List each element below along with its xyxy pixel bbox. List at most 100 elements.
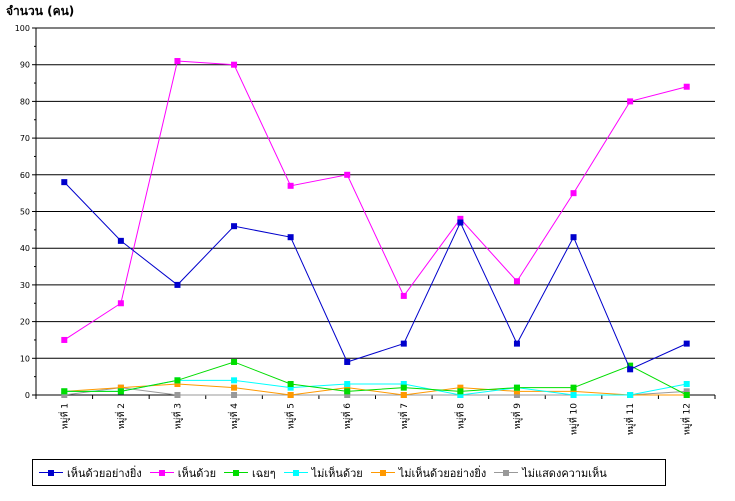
- legend-swatch: [39, 468, 63, 478]
- legend-swatch: [494, 468, 519, 478]
- x-tick-label: หมู่ที่ 6: [340, 403, 353, 430]
- x-tick-label: หมู่ที่ 10: [567, 403, 580, 435]
- data-point: [231, 392, 238, 398]
- y-tick-label: 80: [20, 97, 30, 106]
- legend-item: เห็นด้วย: [149, 464, 217, 482]
- data-point: [570, 392, 577, 398]
- x-tick-label: หมู่ที่ 9: [510, 403, 523, 430]
- legend-item: ไม่เห็นด้วยอย่างยิ่ง: [370, 464, 487, 482]
- series-line: [64, 383, 687, 396]
- data-point: [231, 61, 238, 68]
- data-point: [117, 384, 124, 391]
- data-point: [627, 362, 634, 369]
- legend-label: เฉยๆ: [252, 466, 276, 480]
- data-point: [400, 380, 407, 387]
- data-point: [570, 234, 577, 241]
- x-tick-label: หมู่ที่ 8: [453, 403, 466, 430]
- legend-swatch: [224, 468, 249, 478]
- x-tick-label: หมู่ที่ 11: [623, 403, 636, 435]
- data-point: [287, 234, 294, 241]
- data-point: [344, 392, 351, 398]
- data-point: [174, 380, 181, 387]
- data-point: [627, 392, 634, 398]
- y-tick-label: 90: [20, 61, 30, 70]
- data-point: [117, 388, 124, 395]
- x-tick-label: หมู่ที่ 7: [397, 403, 410, 429]
- data-point: [231, 223, 238, 230]
- y-tick-label: 0: [25, 391, 30, 400]
- data-point: [61, 388, 68, 395]
- data-point: [513, 384, 520, 391]
- data-point: [231, 377, 238, 384]
- x-tick-label: หมู่ที่ 5: [284, 403, 297, 429]
- data-point: [231, 384, 238, 391]
- legend-label: ไม่เห็นด้วยอย่างยิ่ง: [398, 466, 487, 480]
- data-point: [457, 215, 464, 222]
- data-point: [683, 380, 690, 387]
- data-point: [344, 384, 351, 391]
- y-tick-label: 50: [20, 208, 30, 217]
- series-line: [64, 361, 687, 396]
- data-point: [457, 219, 464, 226]
- data-point: [683, 388, 690, 395]
- y-axis-label: จำนวน (คน): [6, 4, 75, 18]
- chart-legend: เห็นด้วยอย่างยิ่ง เห็นด้วย เฉยๆ ไม่เห็นด้วย…: [32, 459, 666, 486]
- data-point: [344, 171, 351, 178]
- legend-label: ไม่เห็นด้วย: [311, 466, 363, 480]
- data-point: [344, 388, 351, 395]
- data-point: [287, 182, 294, 189]
- data-point: [683, 392, 690, 398]
- data-point: [400, 384, 407, 391]
- data-point: [570, 388, 577, 395]
- x-tick-label: หมู่ที่ 4: [227, 403, 240, 430]
- series-line: [64, 60, 687, 341]
- legend-swatch: [149, 468, 174, 478]
- legend-item: เห็นด้วยอย่างยิ่ง: [39, 464, 142, 482]
- x-tick-label: หมู่ที่ 2: [114, 403, 127, 429]
- data-point: [117, 237, 124, 244]
- data-point: [287, 380, 294, 387]
- data-point: [287, 384, 294, 391]
- data-point: [513, 388, 520, 395]
- data-point: [174, 392, 181, 398]
- data-point: [513, 392, 520, 398]
- data-point: [400, 392, 407, 398]
- data-point: [457, 392, 464, 398]
- y-tick-label: 10: [20, 354, 30, 363]
- data-point: [231, 358, 238, 365]
- x-tick-label: หมู่ที่ 3: [170, 403, 183, 429]
- data-point: [627, 98, 634, 105]
- data-point: [570, 190, 577, 197]
- y-tick-label: 70: [20, 134, 30, 143]
- data-point: [570, 384, 577, 391]
- data-point: [513, 340, 520, 347]
- legend-item: ไม่แสดงความเห็น: [494, 464, 607, 482]
- y-tick-label: 100: [15, 24, 30, 33]
- legend-label: เห็นด้วยอย่างยิ่ง: [67, 466, 142, 480]
- data-point: [344, 358, 351, 365]
- data-point: [61, 179, 68, 186]
- data-point: [627, 366, 634, 373]
- legend-label: ไม่แสดงความเห็น: [522, 466, 607, 480]
- y-tick-label: 30: [20, 281, 30, 290]
- legend-swatch: [370, 468, 395, 478]
- legend-item: ไม่เห็นด้วย: [283, 464, 363, 482]
- x-tick-label: หมู่ที่ 12: [680, 403, 693, 435]
- data-point: [61, 336, 68, 343]
- data-point: [683, 340, 690, 347]
- data-point: [344, 380, 351, 387]
- data-point: [683, 83, 690, 90]
- data-point: [400, 340, 407, 347]
- data-point: [400, 292, 407, 299]
- data-point: [457, 388, 464, 395]
- data-point: [174, 281, 181, 288]
- legend-label: เห็นด้วย: [177, 466, 217, 480]
- data-point: [457, 384, 464, 391]
- data-point: [174, 377, 181, 384]
- legend-item: เฉยๆ: [224, 464, 276, 482]
- data-point: [513, 278, 520, 285]
- data-point: [117, 300, 124, 307]
- data-point: [61, 392, 68, 398]
- y-tick-label: 40: [20, 244, 30, 253]
